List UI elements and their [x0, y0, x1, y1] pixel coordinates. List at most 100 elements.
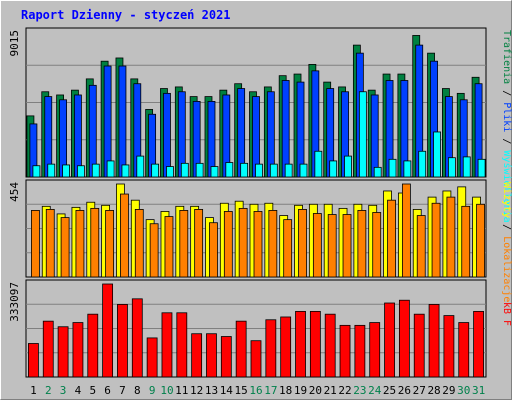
bar-wy-wietlenia-day-8: [136, 155, 145, 178]
bar-wy-wietlenia-day-25: [388, 158, 397, 178]
bar-pliki-day-4: [74, 94, 82, 178]
bar-lokalizacje-day-17: [268, 210, 278, 278]
bar-wy-wietlenia-day-4: [77, 165, 85, 178]
bar-pliki-day-24: [370, 94, 379, 178]
bar-lokalizacje-day-22: [342, 214, 352, 278]
bar-lokalizacje-day-13: [209, 222, 218, 278]
bar-lokalizacje-day-24: [372, 212, 382, 278]
x-tick-label: 19: [294, 384, 307, 397]
bar-lokalizacje-day-7: [120, 193, 129, 278]
bar-wy-wietlenia-day-6: [106, 160, 115, 178]
x-tick-label: 20: [309, 384, 322, 397]
bar-lokalizacje-day-31: [476, 203, 485, 278]
bar-kb-f-day-29: [443, 315, 455, 378]
x-tick-label: 27: [413, 384, 426, 397]
x-tick-label: 10: [160, 384, 173, 397]
bar-wy-wietlenia-day-17: [269, 163, 278, 178]
x-tick-label: 16: [249, 384, 262, 397]
bar-kb-f-day-17: [265, 319, 277, 378]
bar-kb-f-day-4: [72, 322, 84, 378]
bar-kb-f-day-18: [280, 316, 292, 378]
bar-pliki-day-19: [296, 81, 305, 178]
bar-lokalizacje-day-3: [60, 217, 70, 278]
chart-title: Raport Dzienny - styczeń 2021: [21, 8, 231, 22]
bar-kb-f-day-13: [206, 333, 217, 378]
x-tick-label: 30: [457, 384, 470, 397]
bar-pliki-day-7: [118, 65, 127, 178]
bar-lokalizacje-day-25: [387, 199, 396, 278]
x-tick-label: 22: [338, 384, 351, 397]
bar-kb-f-day-26: [398, 299, 410, 378]
panels: 9015 454 333097: [8, 27, 487, 378]
bar-kb-f-day-11: [176, 312, 188, 378]
bar-wy-wietlenia-day-31: [477, 158, 486, 178]
legend-entry: Wyświetlenia: [501, 150, 512, 222]
bar-lokalizacje-day-11: [179, 210, 189, 278]
bar-wy-wietlenia-day-13: [210, 166, 219, 178]
x-tick-label: 13: [205, 384, 218, 397]
bar-kb-f-day-8: [131, 298, 143, 378]
bar-wy-wietlenia-day-22: [344, 155, 352, 178]
bar-kb-f-day-19: [295, 310, 306, 378]
bar-kb-f-day-10: [161, 312, 173, 378]
bar-wy-wietlenia-day-2: [47, 163, 56, 178]
bar-wy-wietlenia-day-18: [284, 163, 293, 178]
bar-wy-wietlenia-day-23: [358, 91, 367, 178]
bar-wy-wietlenia-day-26: [403, 160, 412, 178]
bar-lokalizacje-day-20: [312, 213, 322, 278]
bar-lokalizacje-day-29: [446, 196, 456, 278]
legend-top: Trafienia / Pliki / Wyświetlenia: [501, 30, 512, 223]
bar-lokalizacje-day-19: [298, 209, 307, 278]
bar-kb-f-day-23: [354, 324, 366, 378]
bar-pliki-day-6: [103, 65, 112, 178]
panel-2: 454: [8, 179, 487, 278]
bar-wy-wietlenia-day-16: [255, 163, 263, 178]
x-tick-label: 29: [442, 384, 455, 397]
bar-lokalizacje-day-23: [357, 210, 367, 278]
x-tick-label: 9: [149, 384, 156, 397]
x-tick-label: 28: [427, 384, 440, 397]
bar-lokalizacje-day-12: [194, 209, 204, 278]
bar-wy-wietlenia-day-15: [240, 162, 249, 178]
bar-kb-f-day-9: [146, 337, 158, 378]
x-tick-label: 17: [264, 384, 277, 397]
x-tick-label: 6: [104, 384, 111, 397]
x-tick-label: 23: [353, 384, 366, 397]
legend-entry: Pliki: [501, 102, 512, 132]
x-tick-label: 18: [279, 384, 292, 397]
bar-lokalizacje-day-21: [327, 214, 337, 278]
y-max-label: 454: [8, 182, 21, 202]
bar-lokalizacje-day-28: [431, 202, 441, 278]
bar-wy-wietlenia-day-11: [180, 162, 189, 178]
panel-1: 9015: [8, 27, 487, 178]
bar-lokalizacje-day-1: [31, 210, 40, 278]
x-tick-label: 12: [190, 384, 203, 397]
bar-kb-f-day-15: [235, 320, 247, 378]
bar-lokalizacje-day-6: [105, 210, 115, 278]
bar-wy-wietlenia-day-28: [433, 131, 441, 178]
bar-wy-wietlenia-day-10: [166, 166, 174, 178]
bar-wy-wietlenia-day-12: [195, 162, 204, 178]
bar-lokalizacje-day-8: [134, 209, 144, 278]
x-tick-label: 1: [30, 384, 37, 397]
bar-kb-f-day-30: [458, 322, 470, 378]
bar-pliki-day-10: [163, 92, 171, 178]
bar-wy-wietlenia-day-19: [299, 163, 308, 178]
bar-lokalizacje-day-9: [149, 223, 159, 278]
bar-kb-f-day-3: [57, 326, 69, 378]
bar-pliki-day-5: [88, 84, 97, 178]
bar-lokalizacje-day-27: [416, 215, 426, 278]
bar-kb-f-day-14: [220, 336, 232, 378]
bar-wy-wietlenia-day-30: [462, 156, 471, 178]
bar-wy-wietlenia-day-21: [329, 160, 338, 178]
bar-kb-f-day-21: [324, 313, 336, 378]
y-max-label: 9015: [8, 30, 21, 57]
bar-pliki-day-13: [207, 101, 216, 178]
bar-kb-f-day-31: [473, 310, 484, 378]
bar-wy-wietlenia-day-5: [91, 163, 100, 178]
bar-wy-wietlenia-day-14: [225, 162, 234, 178]
x-tick-label: 8: [134, 384, 141, 397]
legend-entry: Lokalizacje: [501, 236, 512, 302]
